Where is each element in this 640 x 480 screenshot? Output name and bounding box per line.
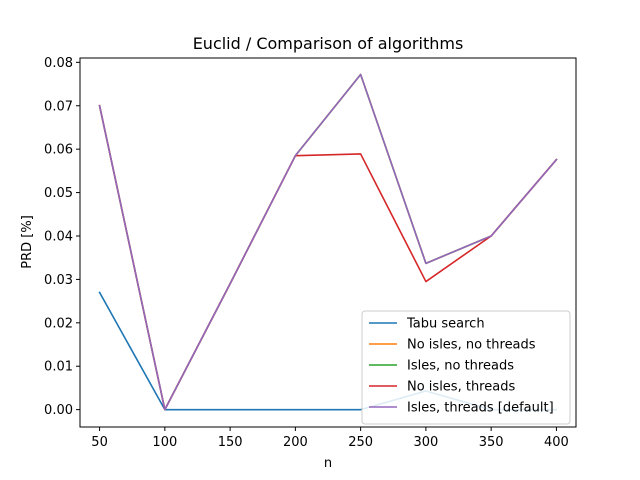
y-tick-label: 0.08 (44, 56, 73, 71)
x-tick-label: 100 (152, 435, 177, 450)
x-tick-label: 350 (479, 435, 504, 450)
x-axis-label: n (324, 456, 332, 471)
y-axis: 0.00 0.01 0.02 0.03 0.04 0.05 0.06 0.07 0.08 (44, 56, 80, 418)
x-tick-label: 250 (348, 435, 373, 450)
x-tick-label: 200 (283, 435, 308, 450)
legend-entry: Isles, threads [default] (407, 401, 554, 416)
y-tick-label: 0.06 (44, 143, 73, 158)
series-line-5 (98, 73, 558, 411)
y-axis-label: PRD [%] (20, 215, 35, 269)
legend-entry: Isles, no threads (407, 359, 514, 374)
legend-entry: No isles, no threads (407, 338, 536, 353)
y-tick-label: 0.03 (44, 273, 73, 288)
legend-entry: No isles, threads (407, 380, 515, 395)
y-tick-label: 0.05 (44, 186, 73, 201)
x-tick-label: 300 (413, 435, 438, 450)
x-tick-label: 400 (544, 435, 569, 450)
y-tick-label: 0.01 (44, 360, 73, 375)
x-tick-label: 50 (91, 435, 108, 450)
chart-title: Euclid / Comparison of algorithms (193, 34, 464, 53)
x-tick-label: 150 (218, 435, 243, 450)
x-axis: 50 100 150 200 250 300 350 400 (91, 427, 569, 450)
y-tick-label: 0.07 (44, 99, 73, 114)
legend: Tabu search No isles, no threads Isles, no… (361, 310, 571, 425)
y-tick-label: 0.02 (44, 316, 73, 331)
legend-box (361, 310, 571, 425)
legend-entry: Tabu search (406, 317, 485, 332)
plot-frame (79, 57, 577, 428)
y-tick-label: 0.04 (44, 229, 73, 244)
y-tick-label: 0.00 (44, 403, 73, 418)
